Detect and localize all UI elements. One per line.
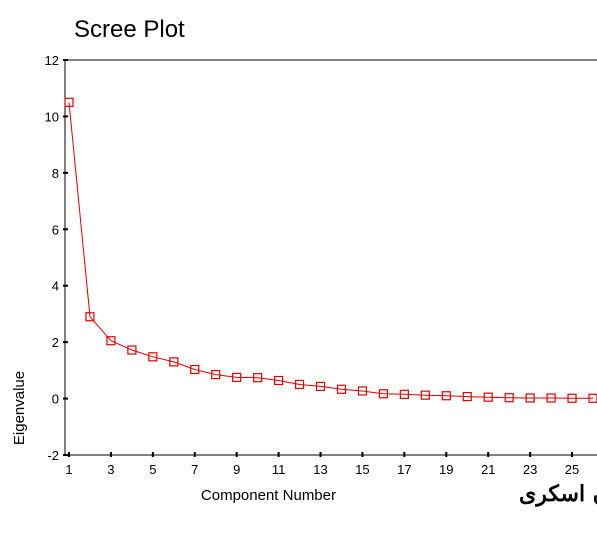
data-point-marker <box>378 389 388 399</box>
data-point-marker <box>64 97 74 107</box>
x-tick-label: 9 <box>233 462 240 477</box>
x-tick-label: 15 <box>355 462 369 477</box>
x-tick-label: 25 <box>565 462 579 477</box>
data-point-marker <box>546 393 556 403</box>
x-tick-label: 13 <box>313 462 327 477</box>
y-axis-label: Eigenvalue <box>11 371 28 445</box>
eigenvalue-line <box>68 102 593 399</box>
data-point-marker <box>274 375 284 386</box>
y-tick-label: 12 <box>45 53 59 68</box>
x-axis-label: Component Number <box>201 487 336 504</box>
data-point-marker <box>127 345 137 355</box>
x-tick-label: 7 <box>191 462 198 477</box>
data-point-marker <box>315 381 326 392</box>
x-tick-label: 5 <box>149 462 156 477</box>
data-point-marker <box>525 393 535 403</box>
y-tick-label: 2 <box>52 335 59 350</box>
x-tick-label: 3 <box>107 462 114 477</box>
data-point-marker <box>504 393 514 403</box>
eigenvalue-markers <box>64 97 597 403</box>
data-point-marker <box>336 384 347 394</box>
data-point-marker <box>211 369 221 380</box>
data-point-marker <box>190 364 200 375</box>
x-tick-label: 1 <box>65 462 72 477</box>
data-point-marker <box>588 393 597 403</box>
x-tick-label: 21 <box>481 462 495 477</box>
chart-axes <box>64 59 597 456</box>
data-point-marker <box>253 373 263 383</box>
data-point-marker <box>567 393 577 403</box>
data-point-marker <box>169 357 179 367</box>
data-point-marker <box>483 392 493 402</box>
y-tick-label: 8 <box>52 166 59 181</box>
y-axis-ticks: -2 0 2 4 6 8 10 12 <box>45 53 68 463</box>
data-point-marker <box>462 391 472 402</box>
x-tick-label: 11 <box>272 462 286 477</box>
y-tick-label: 6 <box>52 222 59 237</box>
data-point-marker <box>232 372 242 383</box>
x-tick-label: 19 <box>439 462 453 477</box>
y-tick-label: -2 <box>47 448 59 463</box>
data-point-marker <box>294 379 305 390</box>
data-point-marker <box>357 386 368 396</box>
y-tick-label: 10 <box>45 109 59 124</box>
data-point-marker <box>148 352 158 362</box>
x-tick-label: 23 <box>523 462 537 477</box>
data-point-marker <box>85 312 95 322</box>
data-point-marker <box>399 389 409 399</box>
data-point-marker <box>441 391 451 401</box>
x-tick-label: 17 <box>397 462 411 477</box>
chart-title: Scree Plot <box>74 16 185 43</box>
y-tick-label: 4 <box>52 279 59 294</box>
y-tick-label: 0 <box>52 392 59 407</box>
data-point-marker <box>106 336 116 346</box>
data-point-marker <box>420 390 430 400</box>
figure-caption: نمودار ۱– آزمون اسکری <box>519 479 597 507</box>
eigenvalue-series <box>64 97 597 403</box>
x-axis-ticks: 1 3 5 7 9 11 13 15 17 19 21 23 25 <box>65 452 579 477</box>
